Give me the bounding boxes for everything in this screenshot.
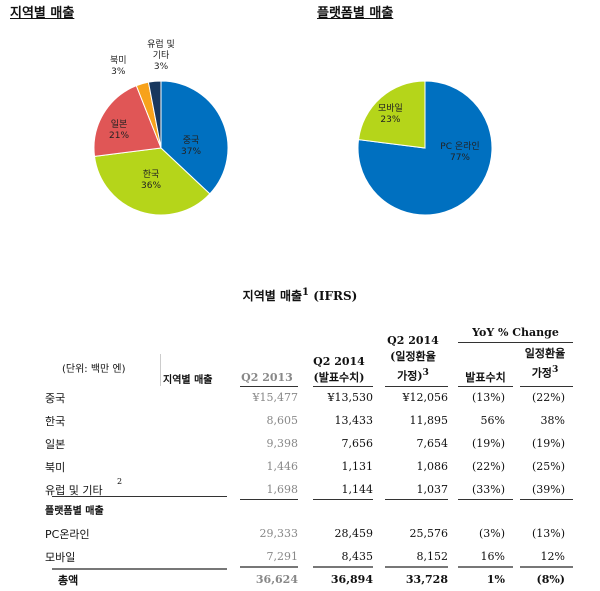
cell: (39%) <box>531 483 565 496</box>
cell: (8%) <box>536 573 565 586</box>
cell: 1,037 <box>416 483 449 496</box>
cell: 7,656 <box>341 437 374 450</box>
footnote: 2 <box>117 477 123 486</box>
pie-slice-r4 <box>147 80 162 149</box>
cell: 29,333 <box>259 527 299 540</box>
table-title: 지역별 매출1 (IFRS) <box>242 287 358 303</box>
cell: 56% <box>480 414 505 427</box>
section-region: 지역별 매출 <box>163 375 213 386</box>
cell: (13%) <box>531 527 565 540</box>
cell: 36,894 <box>330 573 373 586</box>
label-eu: 유럽 및 기타 3% <box>147 40 175 72</box>
cell: (19%) <box>531 437 565 450</box>
cell: 1,086 <box>416 460 449 473</box>
row-label: 중국 <box>45 392 66 405</box>
row-label: 한국 <box>45 415 66 428</box>
cell: 38% <box>540 414 565 427</box>
cell: 36,624 <box>255 573 298 586</box>
cell: 1% <box>486 573 505 586</box>
table-row: 북미 1,446 1,131 1,086 (22%) (25%) <box>0 456 600 476</box>
pie-slice-p0 <box>357 80 493 216</box>
cell: ¥13,530 <box>327 391 374 404</box>
cell: 8,435 <box>341 550 374 563</box>
row-label: PC온라인 <box>45 528 90 541</box>
row-label: 북미 <box>45 461 66 474</box>
pie-charts <box>93 80 493 216</box>
row-label: 총액 <box>58 574 79 587</box>
label-pc: PC 온라인 77% <box>440 142 480 163</box>
pie-slice-p1 <box>357 80 426 149</box>
label-korea: 한국 36% <box>141 170 162 191</box>
cell: (22%) <box>471 460 505 473</box>
cell: 25,576 <box>409 527 449 540</box>
pie-slice-r0 <box>160 80 229 195</box>
table-row: 모바일 7,291 8,435 8,152 16% 12% <box>0 546 600 566</box>
cell: 16% <box>480 550 505 563</box>
label-na: 북미 3% <box>110 56 127 77</box>
cell: 11,895 <box>409 414 449 427</box>
cell: 7,291 <box>266 550 299 563</box>
cell: ¥15,477 <box>252 391 299 404</box>
cell: 28,459 <box>334 527 374 540</box>
label-mobile: 모바일 23% <box>378 104 403 125</box>
region-chart-title: 지역별 매출 <box>10 6 75 21</box>
cell: (22%) <box>531 391 565 404</box>
table-row: PC온라인 29,333 28,459 25,576 (3%) (13%) <box>0 523 600 543</box>
header-yoy-cc: 일정환율 가정3 <box>524 347 566 380</box>
cell: 1,144 <box>341 483 374 496</box>
cell: 8,605 <box>266 414 299 427</box>
pie-slice-r1 <box>93 147 211 216</box>
table-row: 총액 36,624 36,894 33,728 1% (8%) <box>0 569 600 589</box>
cell: (19%) <box>471 437 505 450</box>
cell: (13%) <box>471 391 505 404</box>
unit-label: (단위: 백만 엔) <box>62 364 126 375</box>
header-yoy: YoY % Change <box>472 326 559 339</box>
cell: ¥12,056 <box>402 391 449 404</box>
cell: 1,131 <box>341 460 374 473</box>
section-platform: 플랫폼별 매출 <box>45 506 104 517</box>
table-row: 한국 8,605 13,433 11,895 56% 38% <box>0 410 600 430</box>
cell: 12% <box>540 550 565 563</box>
header-q2-2014-cc: Q2 2014 (일정환율 가정)3 <box>387 334 439 383</box>
table-row: 유럽 및 기타 2 1,698 1,144 1,037 (33%) (39%) <box>0 477 600 499</box>
header-q2-2014: Q2 2014 (발표수치) <box>313 355 365 384</box>
cell: 7,654 <box>416 437 449 450</box>
row-label: 모바일 <box>45 551 76 564</box>
table-row: 중국 ¥15,477 ¥13,530 ¥12,056 (13%) (22%) <box>0 387 600 407</box>
cell: 13,433 <box>334 414 374 427</box>
label-china: 중국 37% <box>181 136 202 157</box>
header-yoy-reported: 발표수치 <box>465 371 506 384</box>
cell: (25%) <box>531 460 565 473</box>
pie-slice-r2 <box>93 85 162 157</box>
table-row: 일본 9,398 7,656 7,654 (19%) (19%) <box>0 433 600 453</box>
header-q2-2013: Q2 2013 <box>241 371 293 384</box>
cell: (3%) <box>478 527 505 540</box>
label-japan: 일본 21% <box>109 120 130 141</box>
row-label: 유럽 및 기타 <box>45 484 103 497</box>
cell: 8,152 <box>416 550 449 563</box>
cell: 1,698 <box>266 483 299 496</box>
cell: 9,398 <box>266 437 299 450</box>
cell: (33%) <box>471 483 505 496</box>
row-label: 일본 <box>45 438 66 451</box>
platform-chart-title: 플랫폼별 매출 <box>317 6 394 21</box>
cell: 1,446 <box>266 460 299 473</box>
cell: 33,728 <box>405 573 448 586</box>
